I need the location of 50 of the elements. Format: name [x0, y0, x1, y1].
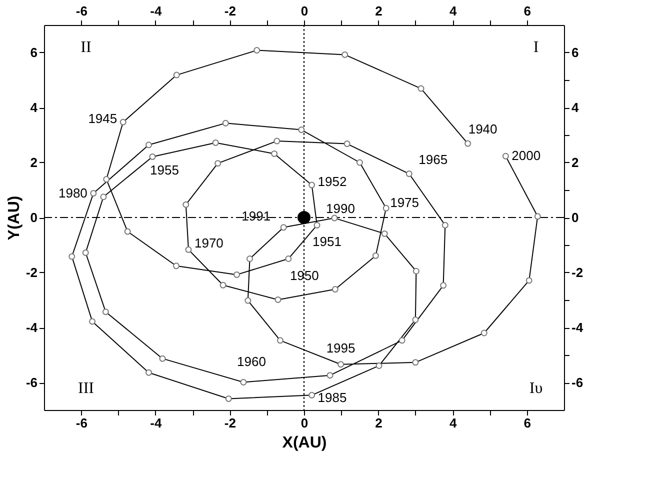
annotation: 1985 — [318, 390, 347, 406]
x2-tick-label: -2 — [224, 4, 236, 18]
annotation: 1991 — [242, 208, 271, 224]
x2-tick-label: -4 — [150, 4, 162, 18]
y-tick-label: -6 — [26, 375, 38, 390]
x2-tick-label: 6 — [524, 4, 531, 18]
x-tick-label: 0 — [300, 416, 308, 430]
x-tick-label: -4 — [150, 416, 162, 430]
annotation: I — [533, 39, 539, 56]
annotation: 1965 — [418, 152, 448, 167]
y2-tick-label: 4 — [572, 100, 580, 115]
y2-tick-label: -6 — [572, 375, 584, 390]
y2-tick-label: 6 — [572, 45, 579, 60]
x2-tick-label: 2 — [375, 4, 382, 18]
y2-tick-label: -2 — [572, 265, 584, 280]
annotation: III — [78, 380, 94, 397]
annotation: 1975 — [390, 195, 420, 210]
annotation: 1945 — [88, 111, 118, 126]
annotation: 1950 — [290, 268, 319, 283]
annotation: II — [80, 39, 92, 56]
x-tick-label: -2 — [224, 416, 236, 430]
y-tick-label: -2 — [26, 265, 38, 280]
annotation: 1955 — [150, 162, 179, 178]
x2-tick-label: 4 — [449, 4, 458, 18]
y2-tick-label: -4 — [572, 320, 584, 335]
x-tick-label: 6 — [524, 416, 531, 430]
x-tick-label: -6 — [76, 416, 88, 430]
x2-tick-label: -6 — [76, 4, 88, 18]
y-tick-label: 4 — [30, 100, 38, 115]
x-tick-label: 4 — [449, 416, 458, 430]
annotation: 2000 — [512, 148, 541, 164]
x-axis-title: X(AU) — [282, 434, 327, 452]
y-tick-label: -4 — [26, 320, 38, 335]
y2-tick-label: 0 — [572, 210, 579, 225]
y-tick-label: 2 — [30, 155, 38, 170]
annotation: 1951 — [312, 234, 342, 250]
annotation: 1990 — [326, 201, 355, 216]
annotation: 1940 — [468, 122, 498, 137]
annotation: 1952 — [318, 174, 347, 190]
annotation: 1970 — [194, 236, 224, 251]
annotation: 1995 — [326, 340, 356, 356]
annotation: Iυ — [529, 380, 543, 397]
annotation: 1960 — [236, 354, 266, 370]
annotation: 1980 — [58, 185, 88, 200]
y2-tick-label: 2 — [572, 155, 579, 170]
x2-tick-label: 0 — [300, 4, 308, 18]
y-tick-label: 0 — [30, 210, 38, 225]
y-tick-label: 6 — [30, 45, 38, 60]
y-axis-title: Y(AU) — [6, 196, 23, 240]
x-tick-label: 2 — [375, 416, 382, 430]
